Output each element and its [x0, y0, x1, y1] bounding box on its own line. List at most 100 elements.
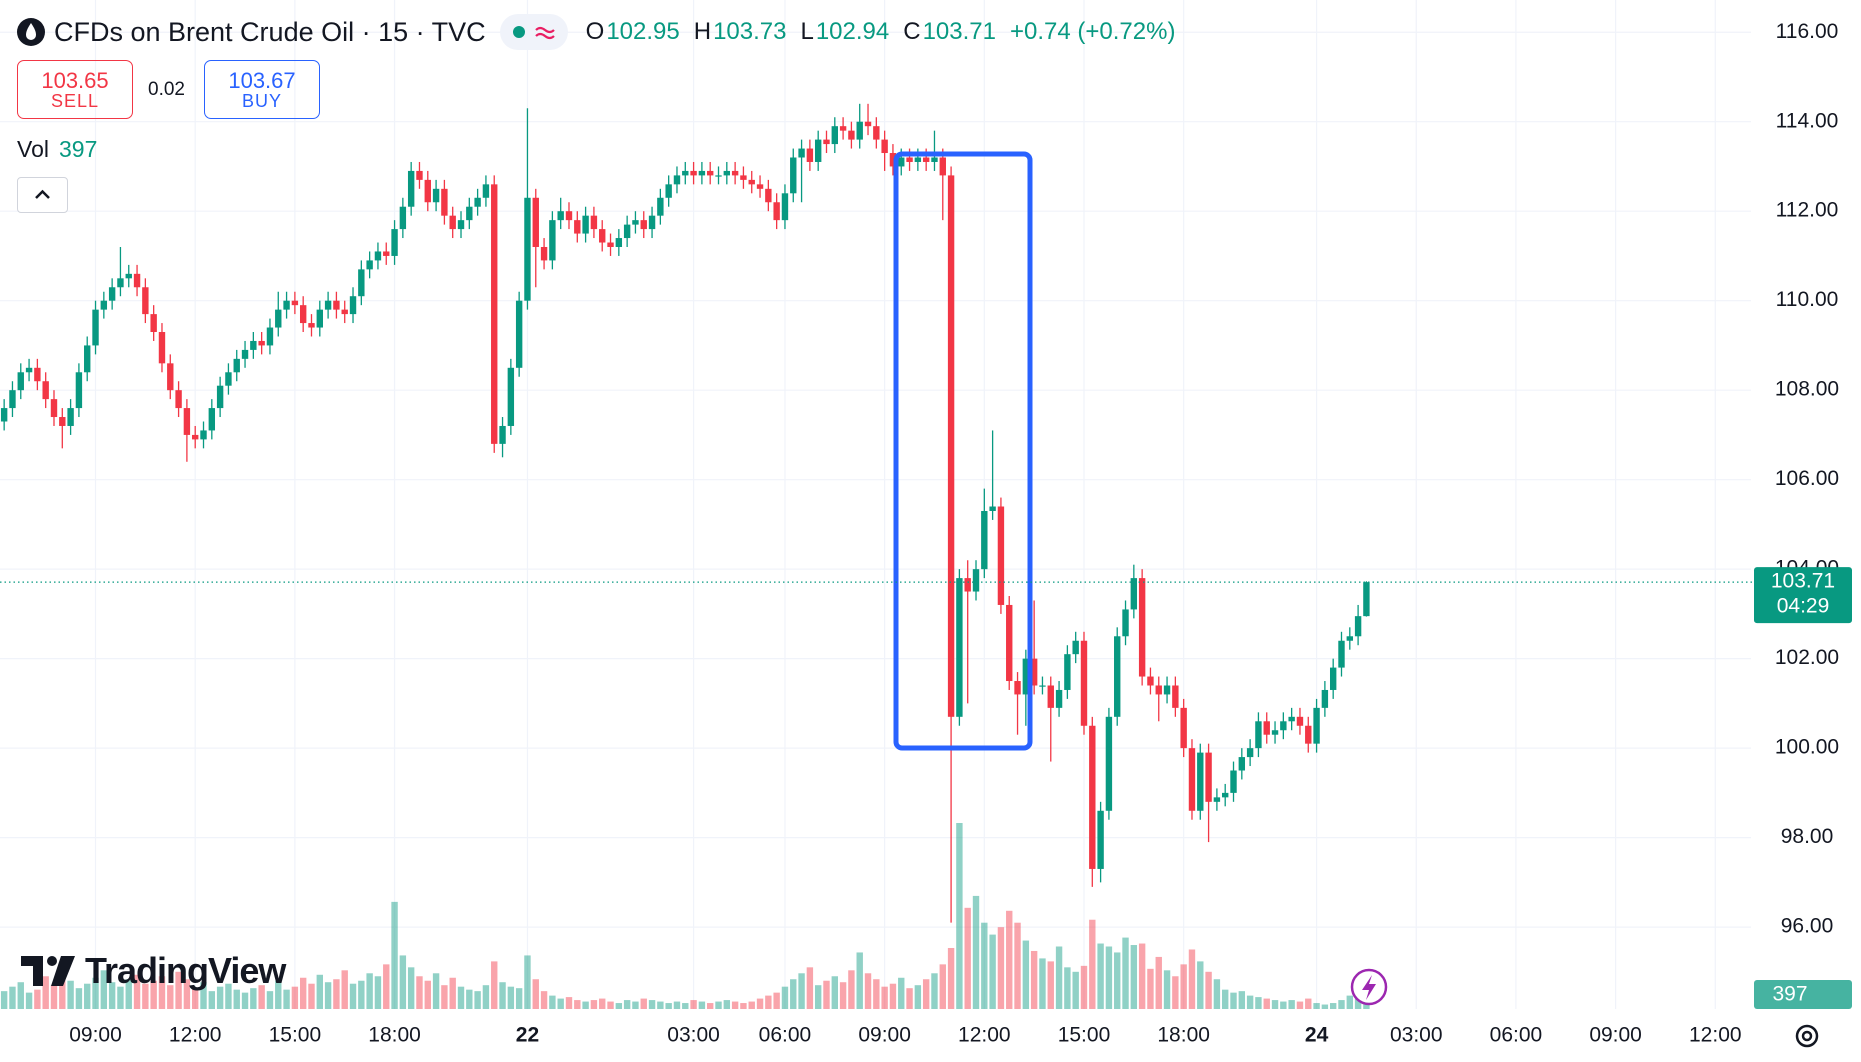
candle-body [175, 390, 182, 409]
x-tick-label: 09:00 [1589, 1024, 1642, 1047]
candle-body [731, 170, 739, 176]
candle-body [1039, 685, 1046, 687]
ohlc-key: O [585, 18, 605, 45]
volume-bar [956, 823, 963, 1009]
volume-bar [1039, 958, 1046, 1009]
volume-bar [474, 991, 481, 1009]
candle-body [756, 184, 764, 189]
candle-body [773, 202, 780, 221]
volume-bar [1047, 961, 1054, 1009]
sell-button[interactable]: 103.65 SELL [17, 60, 133, 119]
candle-body [856, 121, 863, 140]
candle-body [183, 408, 191, 435]
volume-bar [574, 1000, 581, 1009]
candle-body [250, 340, 257, 350]
price-tag-value: 103.71 [1771, 570, 1835, 593]
candle-body [765, 188, 772, 203]
x-tick-label: 03:00 [1390, 1024, 1443, 1047]
candle-body [723, 170, 731, 176]
x-tick-label: 12:00 [169, 1024, 222, 1047]
candle-body [449, 215, 456, 230]
candle-body [1006, 604, 1013, 682]
candle-body [1055, 689, 1063, 708]
candle-body [889, 153, 897, 167]
volume-bar [482, 985, 490, 1009]
candle-body [308, 323, 315, 328]
bolt-icon[interactable] [1350, 968, 1388, 1006]
volume-bar [682, 1003, 689, 1009]
candle-body [590, 215, 598, 230]
y-tick-label: 114.00 [1776, 109, 1839, 132]
volume-bar [632, 1001, 639, 1009]
volume-bar [333, 979, 340, 1009]
volume-bar [1172, 976, 1179, 1009]
status-wave [534, 26, 555, 40]
candle-body [574, 220, 581, 234]
candle-body [1246, 748, 1254, 758]
buy-price: 103.67 [228, 67, 296, 93]
x-tick-label: 06:00 [759, 1024, 812, 1047]
x-tick-label: 18:00 [368, 1024, 421, 1047]
volume-bar [208, 991, 216, 1009]
volume-bar [1197, 961, 1204, 1009]
volume-bar [989, 934, 996, 1009]
candle-body [839, 126, 847, 131]
x-tick-label: 06:00 [1490, 1024, 1543, 1047]
volume-bar [1246, 995, 1254, 1009]
volume-bar [299, 977, 307, 1009]
candle-body [898, 157, 905, 167]
volume-bar [1097, 943, 1104, 1009]
candle-body [150, 314, 157, 333]
volume-bar [599, 998, 606, 1009]
ohlc-key: C [903, 18, 921, 45]
candle-body [1305, 725, 1312, 744]
candle-body [914, 157, 922, 162]
volume-bar [1180, 964, 1187, 1009]
candle-body [690, 170, 697, 176]
volume-bar [233, 989, 240, 1009]
candle-body [864, 121, 872, 127]
buy-button[interactable]: 103.67 BUY [204, 60, 320, 119]
volume-bar [1363, 1003, 1370, 1009]
volume-bar [1296, 1001, 1304, 1009]
y-tick-label: 100.00 [1775, 736, 1839, 759]
candle-body [1313, 707, 1320, 744]
candle-body [241, 349, 249, 359]
volume-bar [914, 985, 922, 1009]
header: CFDs on Brent Crude Oil · 15 · TVC O102.… [16, 12, 1175, 52]
candle-body [599, 229, 606, 243]
collapse-button[interactable] [17, 177, 68, 213]
volume-bar [1263, 998, 1270, 1009]
volume-bar [939, 964, 946, 1009]
settings-icon[interactable] [1795, 1024, 1819, 1048]
candle-body [831, 126, 838, 145]
ohlc: O102.95 H103.73 L102.94 C103.71 +0.74 (+… [586, 18, 1176, 46]
logo: TradingView [21, 950, 286, 992]
volume-bar [216, 986, 224, 1009]
candle-body [167, 363, 174, 391]
volume-tag-value: 397 [1772, 983, 1807, 1006]
candle-body [1064, 654, 1071, 690]
volume-bar [532, 979, 539, 1009]
status-badge[interactable] [499, 14, 568, 50]
highlight-box [893, 151, 1033, 751]
volume-bar [1022, 940, 1030, 1009]
volume-bar [590, 1000, 598, 1009]
volume-bar [549, 995, 556, 1009]
x-tick-label: 12:00 [958, 1024, 1011, 1047]
candle-body [1130, 578, 1138, 610]
x-tick-label: 18:00 [1157, 1024, 1210, 1047]
candle-body [383, 251, 390, 256]
ohlc-value: 102.94 [815, 18, 890, 45]
volume-bar [873, 979, 880, 1009]
candle-body [1188, 748, 1196, 811]
candle-body [341, 309, 348, 315]
volume-bar [117, 986, 124, 1009]
candle-body [1271, 730, 1279, 735]
volume-bar [241, 992, 249, 1009]
candle-body [216, 385, 224, 409]
candle-body [25, 367, 33, 373]
candle-body [931, 157, 938, 162]
volume-bar [416, 976, 423, 1009]
candle-body [947, 175, 955, 717]
